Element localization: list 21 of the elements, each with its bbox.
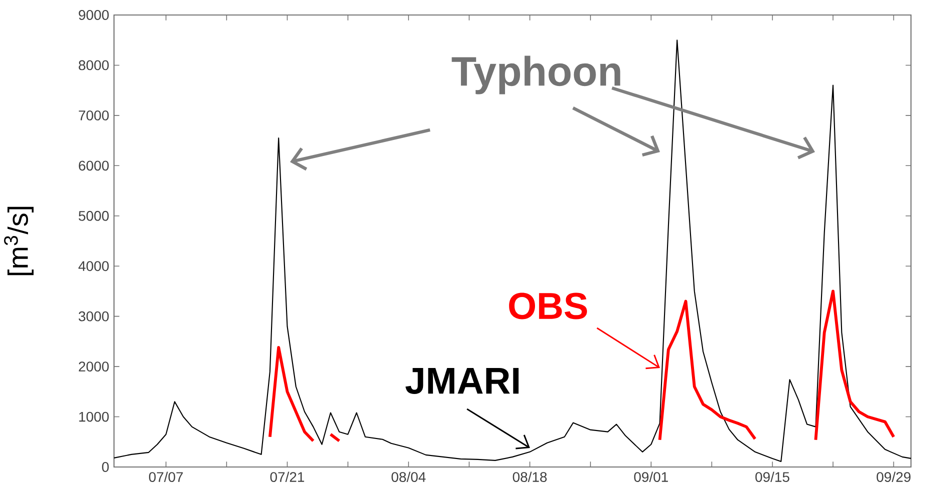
y-tick-label: 5000 xyxy=(78,210,109,221)
y-tick-label: 2000 xyxy=(78,362,109,372)
x-tick-label: 07/07 xyxy=(149,472,183,482)
x-tick-label: 07/21 xyxy=(270,472,304,482)
x-tick-label: 09/15 xyxy=(755,472,790,482)
x-tick-label: 08/04 xyxy=(392,472,426,482)
annotation: Typhoon xyxy=(452,56,620,94)
y-tick-label: 1000 xyxy=(79,412,109,422)
x-tick-label: 09/29 xyxy=(876,472,910,482)
text: OBS xyxy=(509,292,587,320)
y-axis-title: [m$^{3}$/s] xyxy=(4,206,34,276)
x-tick-label: 08/18 xyxy=(512,472,547,482)
y-tick-label: 7000 xyxy=(78,110,109,120)
series-label: JMARI xyxy=(405,368,519,394)
y-tick-label: 0 xyxy=(102,462,109,472)
y-tick-label: 4000 xyxy=(78,261,109,272)
y-tick-label: 8000 xyxy=(78,60,109,70)
y-tick-label: 6000 xyxy=(78,160,109,171)
y-tick-label: 3000 xyxy=(78,311,109,322)
y-tick-label: 9000 xyxy=(78,10,109,20)
x-tick-label: 09/01 xyxy=(634,472,668,482)
